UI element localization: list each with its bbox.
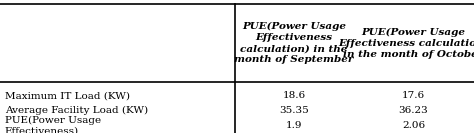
Text: Maximum IT Load (KW): Maximum IT Load (KW) [5, 91, 130, 100]
Text: 1.9: 1.9 [286, 121, 302, 130]
Text: 35.35: 35.35 [279, 106, 309, 115]
Text: PUE(Power Usage
Effectiveness
calculation) in the
month of September: PUE(Power Usage Effectiveness calculatio… [234, 22, 354, 64]
Text: Average Facility Load (KW): Average Facility Load (KW) [5, 106, 148, 115]
Text: 18.6: 18.6 [283, 91, 305, 100]
Text: PUE(Power Usage
Effectiveness): PUE(Power Usage Effectiveness) [5, 116, 101, 133]
Text: 17.6: 17.6 [402, 91, 425, 100]
Text: 36.23: 36.23 [399, 106, 428, 115]
Text: PUE(Power Usage
Effectiveness calculation)
in the month of October: PUE(Power Usage Effectiveness calculatio… [338, 28, 474, 59]
Text: 2.06: 2.06 [402, 121, 425, 130]
